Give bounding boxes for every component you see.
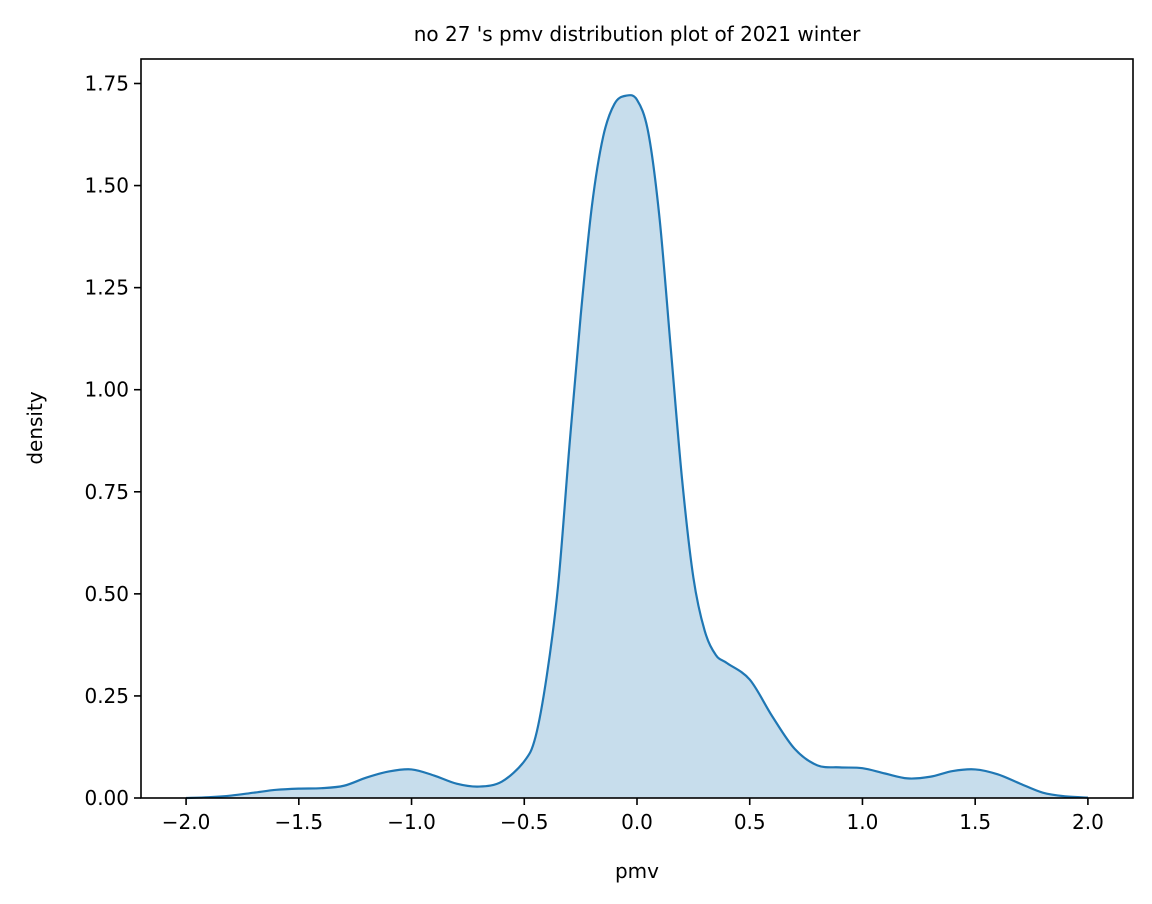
x-tick-label: 1.0 [847, 810, 879, 834]
plot-area [186, 94, 1088, 800]
y-axis: 0.00 0.25 0.50 0.75 1.00 1.25 1.50 1.75 [84, 71, 141, 810]
y-tick-label: 0.50 [84, 582, 129, 606]
x-tick-label: 1.5 [959, 810, 991, 834]
y-tick-label: 1.25 [84, 276, 129, 300]
x-tick-label: −1.0 [387, 810, 436, 834]
y-tick-label: 0.75 [84, 480, 129, 504]
density-curve-line [186, 94, 1088, 800]
y-tick-label: 1.00 [84, 378, 129, 402]
density-area-fill [186, 95, 1088, 799]
y-tick-label: 0.00 [84, 786, 129, 810]
y-tick-label: 1.75 [84, 71, 129, 95]
chart-title: no 27 's pmv distribution plot of 2021 w… [414, 22, 861, 46]
y-tick-label: 1.50 [84, 174, 129, 198]
x-tick-label: 0.0 [621, 810, 653, 834]
y-axis-label: density [23, 391, 47, 464]
x-tick-label: −2.0 [162, 810, 211, 834]
y-tick-label: 0.25 [84, 684, 129, 708]
x-tick-label: 2.0 [1072, 810, 1104, 834]
x-tick-label: −0.5 [500, 810, 549, 834]
x-axis: −2.0 −1.5 −1.0 −0.5 0.0 0.5 1.0 1.5 2.0 [162, 798, 1104, 834]
x-axis-label: pmv [615, 859, 659, 883]
x-tick-label: −1.5 [275, 810, 324, 834]
x-tick-label: 0.5 [734, 810, 766, 834]
